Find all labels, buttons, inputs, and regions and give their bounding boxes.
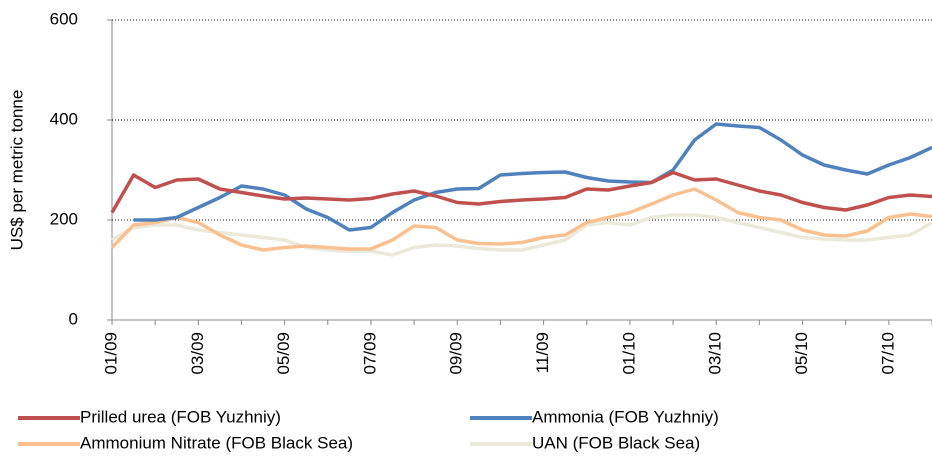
x-tick-label: 05/10 (792, 332, 811, 375)
legend-label: Prilled urea (FOB Yuzhniy) (80, 407, 281, 426)
x-tick-label: 07/10 (878, 332, 897, 375)
series-line (111, 213, 932, 257)
x-tick-label: 03/10 (706, 332, 725, 375)
series-line (110, 187, 932, 252)
series-line (133, 122, 932, 232)
x-tick-label: 05/09 (274, 332, 293, 375)
legend-label: UAN (FOB Black Sea) (532, 433, 700, 452)
y-tick-label: 0 (69, 309, 78, 328)
series-line (110, 170, 932, 214)
y-tick-label: 600 (50, 9, 78, 28)
y-axis-label: US$ per metric tonne (7, 90, 26, 251)
x-tick-label: 03/09 (188, 332, 207, 375)
x-tick-label: 01/09 (101, 332, 120, 375)
x-tick-label: 09/09 (447, 332, 466, 375)
x-tick-label: 07/09 (360, 332, 379, 375)
y-tick-label: 400 (50, 109, 78, 128)
x-tick-label: 01/10 (619, 332, 638, 375)
legend-label: Ammonia (FOB Yuzhniy) (532, 407, 719, 426)
x-tick-label: 11/09 (533, 332, 552, 373)
legend-label: Ammonium Nitrate (FOB Black Sea) (80, 433, 353, 452)
y-tick-label: 200 (50, 209, 78, 228)
